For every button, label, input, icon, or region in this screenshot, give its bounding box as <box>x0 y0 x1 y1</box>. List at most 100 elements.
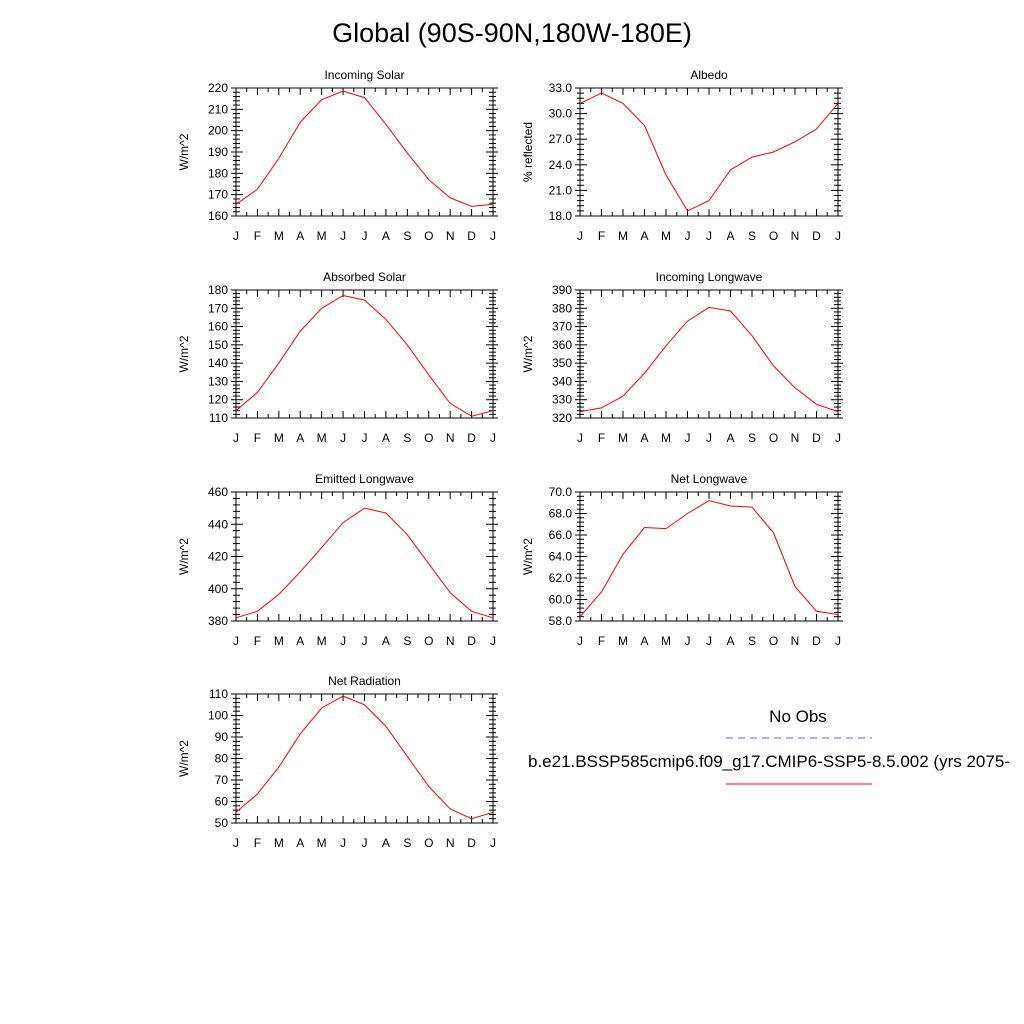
y-tick-label: 170 <box>208 188 228 202</box>
y-tick-label: 440 <box>208 517 228 531</box>
y-tick-label: 140 <box>208 356 228 370</box>
y-tick-label: 130 <box>208 374 228 388</box>
legend: No Obs b.e21.BSSP585cmip6.f09_g17.CMIP6-… <box>528 707 1010 785</box>
x-tick-label: M <box>618 431 628 445</box>
y-tick-label: 160 <box>208 209 228 223</box>
x-tick-label: J <box>706 431 712 445</box>
x-tick-label: J <box>340 836 346 850</box>
x-tick-label: A <box>640 431 648 445</box>
plot-frame <box>235 87 494 217</box>
y-tick-label: 160 <box>208 320 228 334</box>
y-tick-label: 64.0 <box>549 550 573 564</box>
x-tick-label: N <box>791 431 800 445</box>
y-tick-label: 18.0 <box>549 209 573 223</box>
y-tick-label: 340 <box>552 374 572 388</box>
x-tick-label: F <box>598 229 605 243</box>
y-tick-label: 30.0 <box>549 107 573 121</box>
x-tick-label: O <box>769 431 778 445</box>
y-tick-label: 21.0 <box>549 183 573 197</box>
y-tick-label: 70 <box>215 773 229 787</box>
page-title: Global (90S-90N,180W-180E) <box>332 18 692 48</box>
x-tick-label: O <box>424 229 433 243</box>
x-tick-label: S <box>403 634 411 648</box>
y-tick-label: 62.0 <box>549 571 573 585</box>
x-tick-label: A <box>640 229 648 243</box>
x-tick-label: A <box>296 431 304 445</box>
x-tick-label: O <box>424 634 433 648</box>
x-tick-label: A <box>382 634 390 648</box>
y-axis-label: W/m^2 <box>177 740 191 777</box>
panel-title: Incoming Longwave <box>656 270 763 284</box>
x-tick-label: J <box>835 229 841 243</box>
x-tick-label: J <box>577 431 583 445</box>
x-tick-label: J <box>362 229 368 243</box>
series-line-net-longwave <box>579 500 839 618</box>
x-tick-label: A <box>296 836 304 850</box>
plot-frame <box>235 289 494 419</box>
x-tick-label: J <box>706 634 712 648</box>
x-tick-label: F <box>254 229 261 243</box>
y-axis-label: % reflected <box>521 122 535 182</box>
y-tick-label: 190 <box>208 145 228 159</box>
x-tick-label: D <box>467 836 476 850</box>
x-tick-label: D <box>467 431 476 445</box>
x-tick-label: J <box>577 634 583 648</box>
y-tick-label: 350 <box>552 356 572 370</box>
x-tick-label: N <box>446 229 455 243</box>
x-tick-label: M <box>661 634 671 648</box>
y-tick-label: 210 <box>208 102 228 116</box>
plot-frame <box>579 87 839 217</box>
y-tick-label: 27.0 <box>549 132 573 146</box>
y-tick-label: 68.0 <box>549 507 573 521</box>
x-tick-label: D <box>812 229 821 243</box>
x-tick-label: A <box>296 634 304 648</box>
y-tick-label: 180 <box>208 283 228 297</box>
series-line-net-radiation <box>235 695 494 820</box>
y-tick-label: 50 <box>215 816 229 830</box>
y-tick-label: 60 <box>215 795 229 809</box>
x-tick-label: J <box>233 836 239 850</box>
x-tick-label: J <box>233 431 239 445</box>
x-tick-label: J <box>340 229 346 243</box>
x-tick-label: M <box>274 634 284 648</box>
y-tick-label: 380 <box>208 614 228 628</box>
x-tick-label: F <box>254 836 261 850</box>
x-tick-label: O <box>769 229 778 243</box>
x-tick-label: A <box>726 634 734 648</box>
panel-title: Absorbed Solar <box>323 270 406 284</box>
y-tick-label: 460 <box>208 485 228 499</box>
y-tick-label: 370 <box>552 320 572 334</box>
y-tick-label: 66.0 <box>549 528 573 542</box>
x-tick-label: M <box>317 431 327 445</box>
x-tick-label: M <box>618 634 628 648</box>
x-tick-label: J <box>340 634 346 648</box>
y-tick-label: 110 <box>209 411 228 425</box>
series-line-absorbed-solar <box>235 294 494 417</box>
plot-frame <box>579 491 839 622</box>
x-tick-label: N <box>791 634 800 648</box>
y-axis-label: W/m^2 <box>521 335 535 372</box>
x-tick-label: J <box>835 634 841 648</box>
x-tick-label: M <box>618 229 628 243</box>
x-tick-label: O <box>424 836 433 850</box>
y-tick-label: 220 <box>208 81 228 95</box>
x-tick-label: O <box>769 634 778 648</box>
x-tick-label: M <box>661 431 671 445</box>
x-tick-label: J <box>490 634 496 648</box>
y-tick-label: 24.0 <box>549 158 573 172</box>
x-tick-label: A <box>726 431 734 445</box>
y-tick-label: 320 <box>552 411 572 425</box>
y-tick-label: 380 <box>552 301 572 315</box>
plot-frame <box>235 693 494 824</box>
x-tick-label: J <box>490 229 496 243</box>
y-tick-label: 330 <box>552 393 572 407</box>
x-tick-label: N <box>791 229 800 243</box>
y-tick-label: 150 <box>208 338 228 352</box>
series-line-albedo <box>579 92 839 212</box>
x-tick-label: D <box>467 634 476 648</box>
y-tick-label: 180 <box>208 166 228 180</box>
